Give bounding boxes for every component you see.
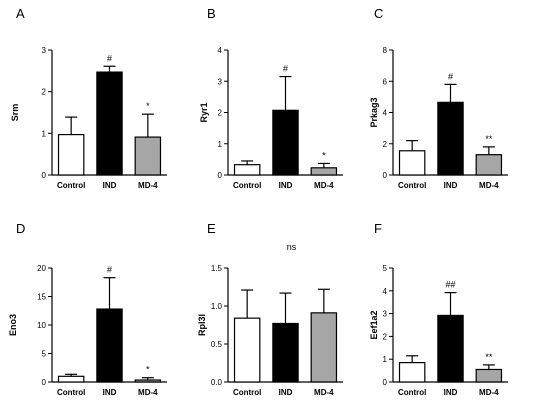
y-tick-label: 2 xyxy=(383,332,388,341)
y-axis-label: Rpl3l xyxy=(197,314,207,336)
bar-md-4 xyxy=(475,154,503,176)
y-tick-label: 6 xyxy=(383,77,388,86)
bar-md-4 xyxy=(134,136,162,176)
category-label: IND xyxy=(103,181,117,190)
bar-control xyxy=(57,375,85,383)
bar-control xyxy=(57,133,85,176)
chart-title: ns xyxy=(287,242,297,252)
y-tick-label: 3 xyxy=(42,46,47,55)
y-axis-label: Ryr1 xyxy=(199,102,209,122)
category-label: IND xyxy=(279,388,293,397)
bar-ind xyxy=(437,101,464,176)
y-tick-label: 0 xyxy=(383,378,388,387)
bar-ind xyxy=(437,314,464,383)
panel-letter: A xyxy=(16,6,25,21)
significance-marker: ** xyxy=(485,134,493,144)
y-tick-label: 3 xyxy=(218,77,223,86)
category-label: IND xyxy=(444,181,458,190)
bar-ind xyxy=(96,308,123,383)
bar-ind xyxy=(96,71,123,176)
y-tick-label: 0 xyxy=(42,171,47,180)
y-tick-label: 0 xyxy=(383,171,388,180)
significance-marker: # xyxy=(107,53,112,63)
y-tick-label: 1 xyxy=(383,355,388,364)
y-tick-label: 0 xyxy=(218,171,223,180)
panel-c: C Prkag3 0 2 4 6 8 Control # IND ** MD-4 xyxy=(369,6,508,190)
significance-marker: * xyxy=(146,101,150,111)
panel-letter: F xyxy=(374,221,382,236)
category-label: MD-4 xyxy=(314,181,334,190)
y-tick-label: 10 xyxy=(37,321,46,330)
bar-control xyxy=(398,362,426,383)
panel-f: F Eef1a2 0 1 2 3 4 5 Control ## IND ** MD-4 xyxy=(369,221,508,397)
category-label: MD-4 xyxy=(138,181,158,190)
y-tick-label: 5 xyxy=(383,264,388,273)
y-tick-label: 2 xyxy=(42,88,47,97)
panel-a: A Srm 0 1 2 3 Control # IND * MD-4 xyxy=(10,6,167,190)
significance-marker: ## xyxy=(445,280,455,290)
y-tick-label: 1 xyxy=(42,129,47,138)
panel-d: D Eno3 0 5 10 15 20 Control # IND * MD-4 xyxy=(8,221,167,397)
y-tick-label: 0.0 xyxy=(211,378,223,387)
category-label: Control xyxy=(233,388,261,397)
y-axis-label: Eno3 xyxy=(8,314,18,336)
y-tick-label: 4 xyxy=(383,287,388,296)
category-label: IND xyxy=(444,388,458,397)
category-label: IND xyxy=(103,388,117,397)
y-tick-label: 4 xyxy=(383,109,388,118)
bar-md-4 xyxy=(310,312,338,383)
y-tick-label: 0.5 xyxy=(211,340,223,349)
significance-marker: # xyxy=(107,265,112,275)
y-tick-label: 1.5 xyxy=(211,264,223,273)
y-axis-label: Eef1a2 xyxy=(369,310,379,339)
category-label: Control xyxy=(398,388,426,397)
significance-marker: # xyxy=(448,71,453,81)
panel-letter: C xyxy=(374,6,383,21)
panel-letter: B xyxy=(207,6,216,21)
category-label: Control xyxy=(57,181,85,190)
significance-marker: * xyxy=(322,150,326,160)
y-axis-label: Prkag3 xyxy=(369,97,379,127)
category-label: Control xyxy=(233,181,261,190)
y-tick-label: 8 xyxy=(383,46,388,55)
y-tick-label: 2 xyxy=(383,140,388,149)
bar-md-4 xyxy=(475,368,503,383)
y-tick-label: 3 xyxy=(383,310,388,319)
y-tick-label: 4 xyxy=(218,46,223,55)
category-label: MD-4 xyxy=(138,388,158,397)
category-label: MD-4 xyxy=(314,388,334,397)
category-label: Control xyxy=(398,181,426,190)
y-tick-label: 1 xyxy=(218,140,223,149)
significance-marker: ** xyxy=(485,352,493,362)
bar-ind xyxy=(272,322,299,383)
y-tick-label: 0 xyxy=(42,378,47,387)
bar-control xyxy=(233,317,261,383)
panel-b: B Ryr1 0 1 2 3 4 Control # IND * MD-4 xyxy=(199,6,343,190)
bar-ind xyxy=(272,109,299,176)
y-tick-label: 1.0 xyxy=(211,302,223,311)
y-tick-label: 5 xyxy=(42,350,47,359)
bar-md-4 xyxy=(134,379,162,383)
y-tick-label: 20 xyxy=(37,264,46,273)
panel-e: Ens Rpl3l 0.0 0.5 1.0 1.5 Control IND MD-4 xyxy=(197,221,343,397)
bar-control xyxy=(398,150,426,176)
category-label: MD-4 xyxy=(479,181,499,190)
y-axis-label: Srm xyxy=(10,104,20,122)
y-tick-label: 15 xyxy=(37,293,46,302)
significance-marker: * xyxy=(146,365,150,375)
y-tick-label: 2 xyxy=(218,109,223,118)
category-label: Control xyxy=(57,388,85,397)
category-label: IND xyxy=(279,181,293,190)
bar-md-4 xyxy=(310,167,338,176)
category-label: MD-4 xyxy=(479,388,499,397)
bar-control xyxy=(233,164,261,176)
panel-letter: D xyxy=(16,221,25,236)
significance-marker: # xyxy=(283,64,288,74)
panel-letter: E xyxy=(207,221,216,236)
